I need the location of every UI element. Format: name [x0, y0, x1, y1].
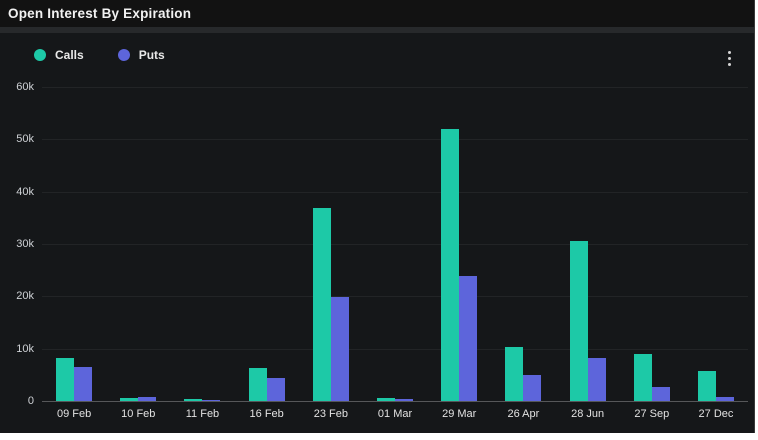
bar-calls[interactable]	[697, 371, 716, 401]
x-tick-label: 11 Feb	[185, 408, 220, 420]
x-tick-label: 29 Mar	[442, 408, 477, 420]
bar-puts[interactable]	[587, 358, 606, 401]
chart-legend: Calls Puts	[34, 46, 165, 64]
bar-pair	[248, 87, 285, 401]
bar-puts[interactable]	[330, 297, 349, 401]
bar-group: 01 Mar	[363, 87, 427, 420]
legend-item-puts[interactable]: Puts	[117, 48, 165, 62]
bar-group: 16 Feb	[235, 87, 299, 420]
bar-calls[interactable]	[312, 208, 331, 401]
bar-calls[interactable]	[377, 398, 396, 401]
bar-puts[interactable]	[523, 374, 542, 401]
bar-calls[interactable]	[633, 353, 652, 401]
bar-calls[interactable]	[505, 347, 524, 401]
bar-pair	[312, 87, 349, 401]
bar-group: 27 Sep	[620, 87, 684, 420]
y-tick-label: 20k	[16, 290, 34, 303]
titlebar-divider	[0, 27, 754, 33]
x-tick-label: 01 Mar	[377, 408, 413, 420]
kebab-menu-icon[interactable]	[720, 47, 738, 69]
bar-calls[interactable]	[248, 368, 267, 401]
bar-pair	[505, 87, 542, 401]
y-tick-label: 0	[27, 395, 34, 407]
bar-groups: 09 Feb 10 Feb 11 Feb 16 Feb 23 Feb 01 Mar 29 M…	[42, 87, 748, 420]
y-tick-label: 10k	[16, 342, 34, 355]
gridline	[42, 87, 748, 88]
y-tick-label: 50k	[16, 133, 34, 146]
bar-puts[interactable]	[651, 386, 670, 401]
x-tick-label: 28 Jun	[571, 408, 605, 420]
widget-titlebar: Open Interest By Expiration	[0, 0, 754, 27]
bar-group: 27 Dec	[684, 87, 748, 420]
bar-group: 26 Apr	[491, 87, 555, 420]
x-tick-label: 09 Feb	[56, 408, 92, 420]
bar-group: 09 Feb	[42, 87, 106, 420]
bar-calls[interactable]	[120, 398, 139, 401]
bar-group: 29 Mar	[427, 87, 491, 420]
x-tick-label: 23 Feb	[313, 408, 348, 420]
x-axis-line	[42, 401, 748, 402]
bar-pair	[184, 87, 221, 401]
bar-calls[interactable]	[441, 128, 460, 401]
x-tick-label: 10 Feb	[121, 408, 156, 420]
x-tick-label: 27 Sep	[634, 408, 670, 420]
plot-area: 60k 50k 40k 30k 20k 10k 0 09 Feb 10 Feb 11 Feb 16 …	[16, 81, 748, 420]
chart-panel: Calls Puts 60k 50k 40k 30k 20k 10k 0 09 Feb 10 Fe…	[0, 33, 754, 433]
bar-group: 11 Feb	[170, 87, 234, 420]
bar-group: 28 Jun	[556, 87, 620, 420]
bar-pair	[56, 87, 93, 401]
page-title: Open Interest By Expiration	[8, 6, 192, 21]
bar-puts[interactable]	[202, 400, 221, 401]
y-tick-label: 60k	[16, 81, 34, 93]
legend-label: Calls	[55, 48, 84, 62]
x-tick-label: 26 Apr	[507, 408, 540, 420]
bar-puts[interactable]	[459, 275, 478, 401]
y-tick-label: 30k	[16, 238, 34, 250]
bar-pair	[569, 87, 606, 401]
gridline	[42, 139, 748, 141]
x-tick-label: 27 Dec	[698, 408, 734, 420]
legend-dot-icon	[34, 49, 46, 61]
bar-puts[interactable]	[74, 366, 93, 401]
legend-item-calls[interactable]: Calls	[34, 48, 84, 62]
gridline	[42, 244, 748, 245]
legend-label: Puts	[138, 48, 165, 62]
bar-puts[interactable]	[395, 398, 414, 401]
bar-group: 10 Feb	[106, 87, 170, 420]
bar-calls[interactable]	[184, 399, 203, 401]
gridline	[42, 296, 748, 298]
bar-pair	[697, 87, 734, 401]
gridline	[42, 191, 748, 193]
y-tick-label: 40k	[16, 185, 34, 198]
bar-puts[interactable]	[138, 397, 157, 401]
x-tick-label: 16 Feb	[249, 408, 284, 420]
bar-pair	[377, 87, 414, 401]
bar-pair	[441, 87, 478, 401]
gridline	[42, 348, 748, 350]
bar-calls[interactable]	[569, 240, 588, 401]
bar-group: 23 Feb	[299, 87, 363, 420]
bar-puts[interactable]	[715, 396, 734, 401]
bar-calls[interactable]	[56, 358, 75, 401]
bar-pair	[120, 87, 157, 401]
bar-pair	[633, 87, 670, 401]
legend-dot-icon	[117, 49, 130, 61]
bar-puts[interactable]	[266, 377, 285, 401]
